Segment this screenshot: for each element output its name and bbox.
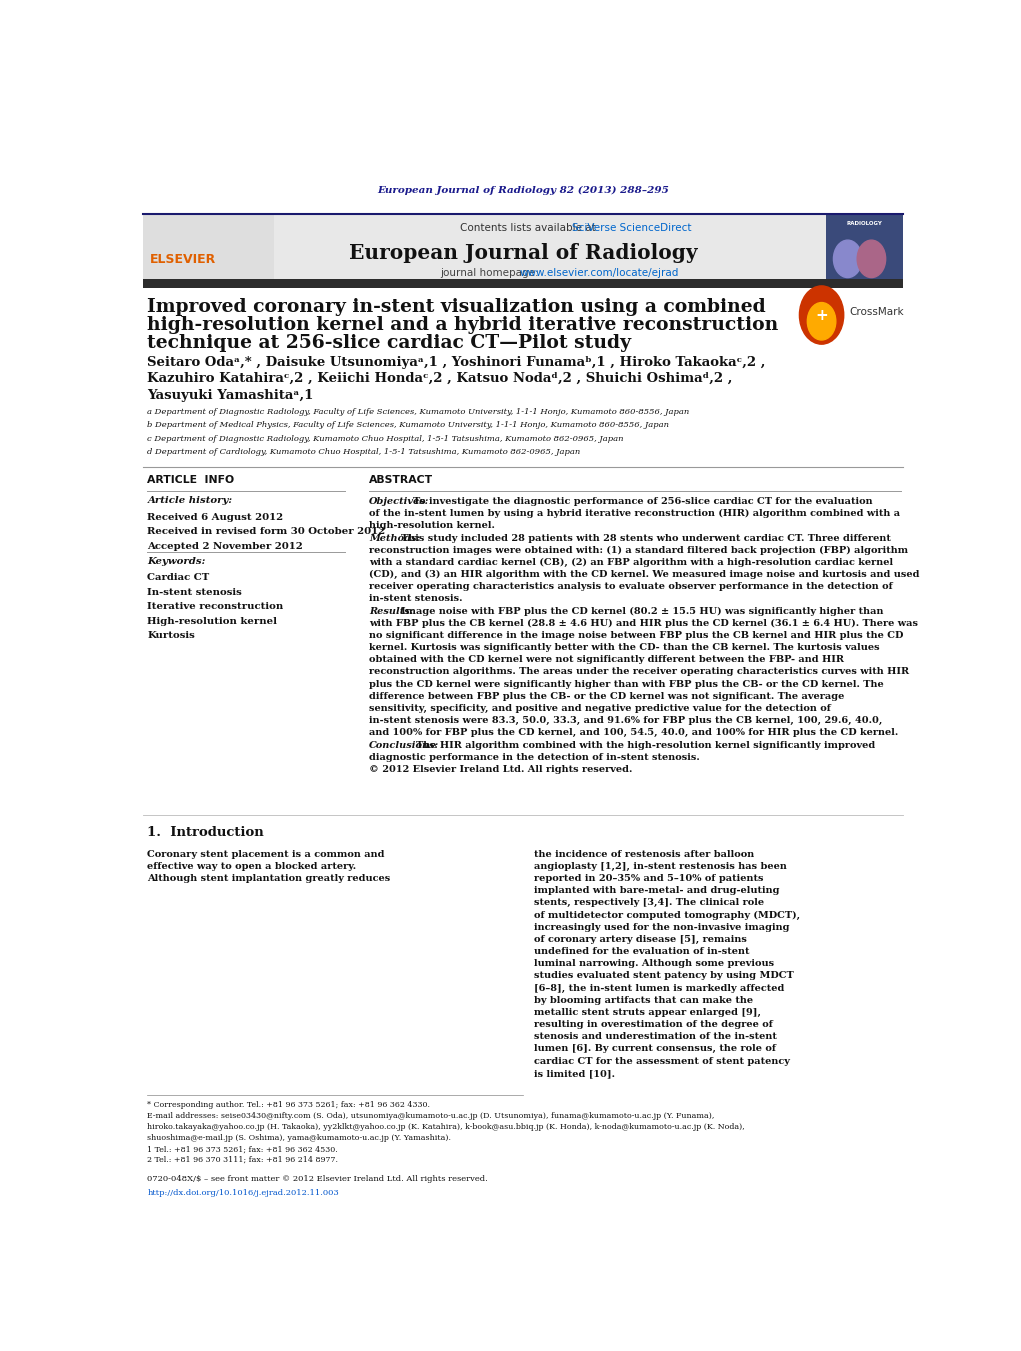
Text: by blooming artifacts that can make the: by blooming artifacts that can make the bbox=[534, 996, 752, 1005]
Text: with a standard cardiac kernel (CB), (2) an FBP algorithm with a high-resolution: with a standard cardiac kernel (CB), (2)… bbox=[369, 558, 893, 567]
Text: plus the CD kernel were significantly higher than with FBP plus the CB- or the C: plus the CD kernel were significantly hi… bbox=[369, 680, 884, 689]
Text: sensitivity, specificity, and positive and negative predictive value for the det: sensitivity, specificity, and positive a… bbox=[369, 704, 831, 713]
Text: Objectives:: Objectives: bbox=[369, 497, 430, 507]
Text: The HIR algorithm combined with the high-resolution kernel significantly improve: The HIR algorithm combined with the high… bbox=[417, 740, 876, 750]
Circle shape bbox=[833, 240, 862, 277]
Text: studies evaluated stent patency by using MDCT: studies evaluated stent patency by using… bbox=[534, 971, 793, 981]
Text: shuoshima@e-mail.jp (S. Oshima), yama@kumamoto-u.ac.jp (Y. Yamashita).: shuoshima@e-mail.jp (S. Oshima), yama@ku… bbox=[147, 1135, 451, 1142]
Text: Article history:: Article history: bbox=[147, 496, 233, 505]
Circle shape bbox=[808, 303, 836, 340]
Text: angioplasty [1,2], in-stent restenosis has been: angioplasty [1,2], in-stent restenosis h… bbox=[534, 862, 786, 871]
Text: Improved coronary in-stent visualization using a combined: Improved coronary in-stent visualization… bbox=[147, 299, 766, 316]
Text: ABSTRACT: ABSTRACT bbox=[369, 476, 433, 485]
Text: with FBP plus the CB kernel (28.8 ± 4.6 HU) and HIR plus the CD kernel (36.1 ± 6: with FBP plus the CB kernel (28.8 ± 4.6 … bbox=[369, 619, 918, 628]
Text: Seitaro Odaᵃ,* , Daisuke Utsunomiyaᵃ,1 , Yoshinori Funamaᵇ,1 , Hiroko Takaokaᶜ,2: Seitaro Odaᵃ,* , Daisuke Utsunomiyaᵃ,1 ,… bbox=[147, 355, 766, 369]
Text: Iterative reconstruction: Iterative reconstruction bbox=[147, 603, 284, 611]
Bar bbox=[826, 213, 903, 280]
Text: of multidetector computed tomography (MDCT),: of multidetector computed tomography (MD… bbox=[534, 911, 799, 920]
Text: kernel. Kurtosis was significantly better with the CD- than the CB kernel. The k: kernel. Kurtosis was significantly bette… bbox=[369, 643, 879, 653]
Text: http://dx.doi.org/10.1016/j.ejrad.2012.11.003: http://dx.doi.org/10.1016/j.ejrad.2012.1… bbox=[147, 1189, 339, 1197]
Text: ELSEVIER: ELSEVIER bbox=[150, 253, 216, 266]
Text: and 100% for FBP plus the CD kernel, and 100, 54.5, 40.0, and 100% for HIR plus : and 100% for FBP plus the CD kernel, and… bbox=[369, 728, 898, 738]
Text: cardiac CT for the assessment of stent patency: cardiac CT for the assessment of stent p… bbox=[534, 1056, 789, 1066]
Text: technique at 256-slice cardiac CT—Pilot study: technique at 256-slice cardiac CT—Pilot … bbox=[147, 334, 632, 351]
Text: Coronary stent placement is a common and: Coronary stent placement is a common and bbox=[147, 850, 385, 859]
Text: b Department of Medical Physics, Faculty of Life Sciences, Kumamoto University, : b Department of Medical Physics, Faculty… bbox=[147, 422, 670, 430]
Text: Cardiac CT: Cardiac CT bbox=[147, 573, 209, 582]
Text: Kurtosis: Kurtosis bbox=[147, 631, 195, 640]
Text: To investigate the diagnostic performance of 256-slice cardiac CT for the evalua: To investigate the diagnostic performanc… bbox=[412, 497, 872, 507]
Text: high-resolution kernel and a hybrid iterative reconstruction: high-resolution kernel and a hybrid iter… bbox=[147, 316, 779, 334]
Text: resulting in overestimation of the degree of: resulting in overestimation of the degre… bbox=[534, 1020, 773, 1029]
Text: Kazuhiro Katahiraᶜ,2 , Keiichi Hondaᶜ,2 , Katsuo Nodaᵈ,2 , Shuichi Oshimaᵈ,2 ,: Kazuhiro Katahiraᶜ,2 , Keiichi Hondaᶜ,2 … bbox=[147, 373, 733, 385]
Text: d Department of Cardiology, Kumamoto Chuo Hospital, 1-5-1 Tatsushima, Kumamoto 8: d Department of Cardiology, Kumamoto Chu… bbox=[147, 449, 581, 457]
Text: E-mail addresses: seise03430@nifty.com (S. Oda), utsunomiya@kumamoto-u.ac.jp (D.: E-mail addresses: seise03430@nifty.com (… bbox=[147, 1112, 715, 1120]
Text: © 2012 Elsevier Ireland Ltd. All rights reserved.: © 2012 Elsevier Ireland Ltd. All rights … bbox=[369, 765, 632, 774]
Text: [6–8], the in-stent lumen is markedly affected: [6–8], the in-stent lumen is markedly af… bbox=[534, 984, 784, 993]
Text: Methods:: Methods: bbox=[369, 534, 420, 543]
Text: 2 Tel.: +81 96 370 3111; fax: +81 96 214 8977.: 2 Tel.: +81 96 370 3111; fax: +81 96 214… bbox=[147, 1156, 338, 1165]
Text: Received in revised form 30 October 2012: Received in revised form 30 October 2012 bbox=[147, 527, 386, 536]
Text: is limited [10].: is limited [10]. bbox=[534, 1069, 615, 1078]
Text: metallic stent struts appear enlarged [9],: metallic stent struts appear enlarged [9… bbox=[534, 1008, 761, 1017]
Text: 1.  Introduction: 1. Introduction bbox=[147, 825, 264, 839]
Text: diagnostic performance in the detection of in-stent stenosis.: diagnostic performance in the detection … bbox=[369, 753, 699, 762]
Text: In-stent stenosis: In-stent stenosis bbox=[147, 588, 242, 597]
Text: reconstruction images were obtained with: (1) a standard filtered back projectio: reconstruction images were obtained with… bbox=[369, 546, 908, 555]
Text: Received 6 August 2012: Received 6 August 2012 bbox=[147, 512, 284, 521]
Text: no significant difference in the image noise between FBP plus the CB kernel and : no significant difference in the image n… bbox=[369, 631, 904, 640]
Text: of coronary artery disease [5], remains: of coronary artery disease [5], remains bbox=[534, 935, 746, 944]
Text: of the in-stent lumen by using a hybrid iterative reconstruction (HIR) algorithm: of the in-stent lumen by using a hybrid … bbox=[369, 509, 901, 519]
Text: Keywords:: Keywords: bbox=[147, 558, 206, 566]
Text: European Journal of Radiology: European Journal of Radiology bbox=[349, 243, 697, 263]
Text: SciVerse ScienceDirect: SciVerse ScienceDirect bbox=[572, 223, 691, 234]
Text: increasingly used for the non-invasive imaging: increasingly used for the non-invasive i… bbox=[534, 923, 789, 932]
Text: CrossMark: CrossMark bbox=[849, 307, 904, 317]
Text: Although stent implantation greatly reduces: Although stent implantation greatly redu… bbox=[147, 874, 391, 884]
Text: stenosis and underestimation of the in-stent: stenosis and underestimation of the in-s… bbox=[534, 1032, 776, 1042]
Text: receiver operating characteristics analysis to evaluate observer performance in : receiver operating characteristics analy… bbox=[369, 582, 892, 592]
Text: journal homepage:: journal homepage: bbox=[440, 269, 542, 278]
Text: difference between FBP plus the CB- or the CD kernel was not significant. The av: difference between FBP plus the CB- or t… bbox=[369, 692, 844, 701]
Text: 0720-048X/$ – see front matter © 2012 Elsevier Ireland Ltd. All rights reserved.: 0720-048X/$ – see front matter © 2012 El… bbox=[147, 1175, 488, 1183]
Text: c Department of Diagnostic Radiology, Kumamoto Chuo Hospital, 1-5-1 Tatsushima, : c Department of Diagnostic Radiology, Ku… bbox=[147, 435, 624, 443]
Text: in-stent stenosis were 83.3, 50.0, 33.3, and 91.6% for FBP plus the CB kernel, 1: in-stent stenosis were 83.3, 50.0, 33.3,… bbox=[369, 716, 882, 725]
Text: www.elsevier.com/locate/ejrad: www.elsevier.com/locate/ejrad bbox=[520, 269, 679, 278]
Text: a Department of Diagnostic Radiology, Faculty of Life Sciences, Kumamoto Univers: a Department of Diagnostic Radiology, Fa… bbox=[147, 408, 689, 416]
Text: hiroko.takayaka@yahoo.co.jp (H. Takaoka), yy2klkt@yahoo.co.jp (K. Katahira), k-b: hiroko.takayaka@yahoo.co.jp (H. Takaoka)… bbox=[147, 1123, 745, 1131]
Circle shape bbox=[799, 286, 843, 345]
Text: undefined for the evaluation of in-stent: undefined for the evaluation of in-stent bbox=[534, 947, 749, 957]
Text: implanted with bare-metal- and drug-eluting: implanted with bare-metal- and drug-elut… bbox=[534, 886, 779, 896]
Text: Contents lists available at: Contents lists available at bbox=[459, 223, 599, 234]
Text: European Journal of Radiology 82 (2013) 288–295: European Journal of Radiology 82 (2013) … bbox=[378, 186, 669, 195]
Text: luminal narrowing. Although some previous: luminal narrowing. Although some previou… bbox=[534, 959, 774, 969]
Text: High-resolution kernel: High-resolution kernel bbox=[147, 616, 278, 626]
Text: obtained with the CD kernel were not significantly different between the FBP- an: obtained with the CD kernel were not sig… bbox=[369, 655, 844, 665]
Text: the incidence of restenosis after balloon: the incidence of restenosis after balloo… bbox=[534, 850, 753, 859]
Text: Accepted 2 November 2012: Accepted 2 November 2012 bbox=[147, 542, 303, 551]
Text: ARTICLE  INFO: ARTICLE INFO bbox=[147, 476, 235, 485]
Text: Results:: Results: bbox=[369, 607, 414, 616]
Text: (CD), and (3) an HIR algorithm with the CD kernel. We measured image noise and k: (CD), and (3) an HIR algorithm with the … bbox=[369, 570, 920, 580]
Text: RADIOLOGY: RADIOLOGY bbox=[846, 222, 882, 227]
Text: reconstruction algorithms. The areas under the receiver operating characteristic: reconstruction algorithms. The areas und… bbox=[369, 667, 909, 677]
Bar bbox=[143, 213, 903, 280]
Text: stents, respectively [3,4]. The clinical role: stents, respectively [3,4]. The clinical… bbox=[534, 898, 764, 908]
Text: This study included 28 patients with 28 stents who underwent cardiac CT. Three d: This study included 28 patients with 28 … bbox=[401, 534, 891, 543]
Text: effective way to open a blocked artery.: effective way to open a blocked artery. bbox=[147, 862, 356, 871]
Text: Conclusions:: Conclusions: bbox=[369, 740, 439, 750]
Text: lumen [6]. By current consensus, the role of: lumen [6]. By current consensus, the rol… bbox=[534, 1044, 776, 1054]
Text: in-stent stenosis.: in-stent stenosis. bbox=[369, 594, 463, 604]
Text: +: + bbox=[815, 308, 828, 323]
Text: * Corresponding author. Tel.: +81 96 373 5261; fax: +81 96 362 4330.: * Corresponding author. Tel.: +81 96 373… bbox=[147, 1101, 431, 1109]
Circle shape bbox=[858, 240, 885, 277]
Bar bbox=[143, 213, 274, 280]
Bar bbox=[143, 278, 903, 288]
Text: high-resolution kernel.: high-resolution kernel. bbox=[369, 521, 495, 531]
Text: Yasuyuki Yamashitaᵃ,1: Yasuyuki Yamashitaᵃ,1 bbox=[147, 389, 313, 401]
Text: reported in 20–35% and 5–10% of patients: reported in 20–35% and 5–10% of patients bbox=[534, 874, 763, 884]
Text: 1 Tel.: +81 96 373 5261; fax: +81 96 362 4530.: 1 Tel.: +81 96 373 5261; fax: +81 96 362… bbox=[147, 1146, 338, 1154]
Text: Image noise with FBP plus the CD kernel (80.2 ± 15.5 HU) was significantly highe: Image noise with FBP plus the CD kernel … bbox=[401, 607, 884, 616]
